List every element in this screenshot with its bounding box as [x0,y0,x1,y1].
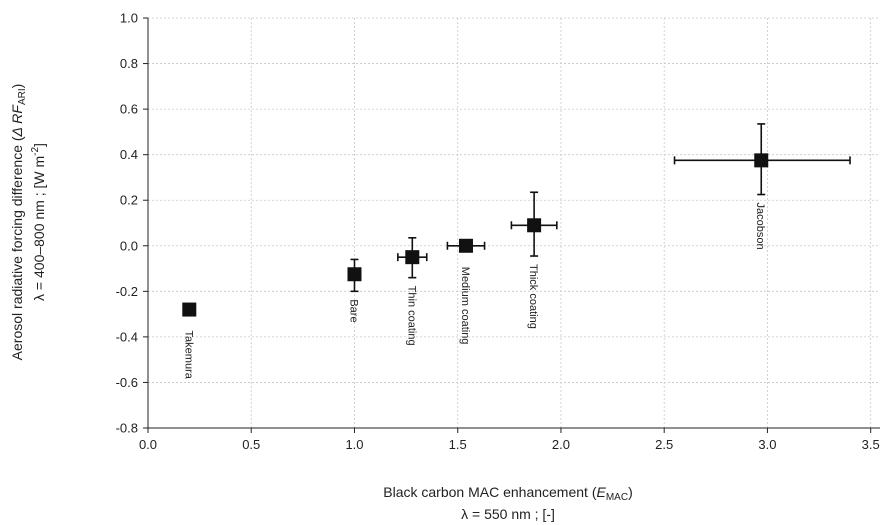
point-label: Medium coating [459,267,471,345]
data-point: Thick coating [510,191,558,329]
data-point: Jacobson [673,123,851,250]
square-marker [527,218,542,233]
point-label: Jacobson [754,203,766,250]
grid-lines [148,17,880,428]
y-tick-label: -0.4 [116,329,138,344]
y-axis-title-suffix: ) [9,84,25,89]
y-tick-label: 0.8 [120,56,138,71]
y-axis-subtitle: λ = 400–800 nm ; [W m-2] [30,143,47,301]
y-tick-label: -0.2 [116,284,138,299]
y-axis-title-subscript: ARI [17,88,28,105]
x-axis-title-subscript: MAC [606,492,628,503]
data-point: Medium coating [446,238,486,345]
x-axis-title-symbol: E [596,484,606,500]
x-tick-label: 2.0 [552,437,570,452]
x-axis-subtitle: λ = 550 nm ; [-] [461,506,555,522]
data-point: Thin coating [397,237,428,346]
square-marker [458,238,473,253]
y-tick-label: 0.4 [120,147,138,162]
data-points: Takemura Bare Thin coating Medium coating Th… [182,123,851,380]
x-tick-label: 0.5 [242,437,260,452]
y-tick-label: -0.8 [116,421,138,436]
y-axis-title-symbol: Δ RF [9,104,25,138]
point-label: Takemura [182,331,194,380]
point-label: Bare [347,299,359,322]
y-tick-label: 0.6 [120,102,138,117]
y-tick-label: 0.2 [120,193,138,208]
y-tick-label: 0.0 [120,238,138,253]
point-label: Thick coating [527,264,539,329]
y-axis-ticks: -0.8 -0.6 -0.4 -0.2 0.0 0.2 0.4 0.6 0.8 1.0 [116,11,148,436]
axes [147,18,880,429]
square-marker [754,153,769,168]
y-axis-title-group: Aerosol radiative forcing difference (Δ … [9,84,28,361]
x-axis-ticks: 0.0 0.5 1.0 1.5 2.0 2.5 3.0 3.5 [139,428,880,452]
x-axis-title-suffix: ) [628,484,633,500]
x-tick-label: 3.5 [862,437,880,452]
y-axis-subtitle-group: λ = 400–800 nm ; [W m-2] [30,143,47,301]
y-axis-title-prefix: Aerosol radiative forcing difference ( [9,136,25,360]
x-tick-label: 3.0 [758,437,776,452]
y-axis-title: Aerosol radiative forcing difference (Δ … [9,84,28,361]
data-point: Bare [347,258,362,323]
y-axis-subtitle-suffix: ] [31,143,47,147]
x-tick-label: 0.0 [139,437,157,452]
square-marker [182,302,197,317]
y-axis-subtitle-superscript: -2 [30,147,41,156]
y-tick-label: 1.0 [120,11,138,26]
x-tick-label: 1.0 [345,437,363,452]
x-tick-label: 2.5 [655,437,673,452]
point-label: Thin coating [405,286,417,346]
square-marker [347,267,362,282]
y-axis-subtitle-prefix: λ = 400–800 nm ; [W m [31,156,47,301]
y-tick-label: -0.6 [116,375,138,390]
data-point: Takemura [182,302,197,380]
x-tick-label: 1.5 [449,437,467,452]
x-axis-title: Black carbon MAC enhancement (EMAC) [383,484,632,503]
square-marker [405,250,420,265]
x-axis-title-prefix: Black carbon MAC enhancement ( [383,484,597,500]
